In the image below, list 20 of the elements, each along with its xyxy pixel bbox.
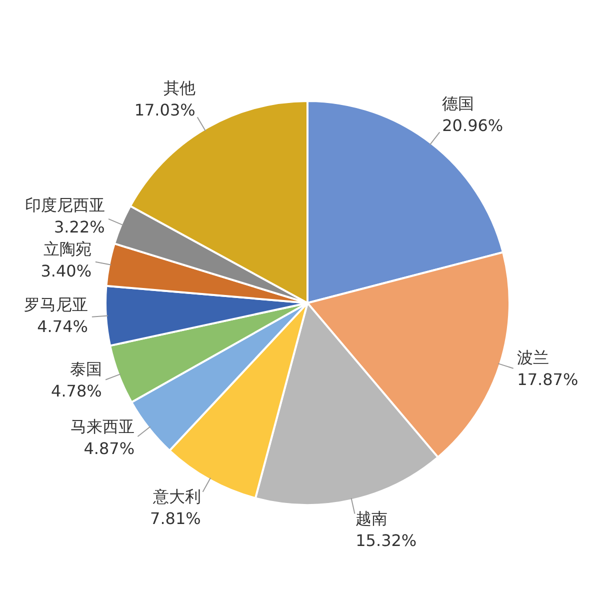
slice-label: 马来西亚	[70, 417, 135, 436]
data-label: 3.22%	[54, 218, 105, 237]
slice-label: 泰国	[70, 359, 102, 378]
data-label: 15.32%	[356, 531, 417, 550]
data-label: 3.40%	[40, 261, 92, 280]
data-label: 17.87%	[517, 370, 578, 389]
slice-label: 立陶宛	[44, 239, 92, 258]
data-label: 17.03%	[134, 100, 196, 120]
data-label: 7.81%	[150, 508, 201, 528]
data-label: 4.87%	[84, 439, 135, 458]
slice-label: 德国	[442, 94, 474, 113]
slice-label: 其他	[163, 78, 196, 98]
slice-label: 罗马尼亚	[24, 295, 88, 314]
slice-label: 越南	[356, 509, 388, 528]
slice-label: 波兰	[517, 348, 550, 367]
data-label: 20.96%	[442, 116, 504, 135]
data-label: 4.74%	[37, 317, 88, 336]
slice-label: 意大利	[152, 486, 201, 506]
slice-label: 印度尼西亚	[24, 196, 105, 215]
data-label: 4.78%	[51, 381, 102, 400]
